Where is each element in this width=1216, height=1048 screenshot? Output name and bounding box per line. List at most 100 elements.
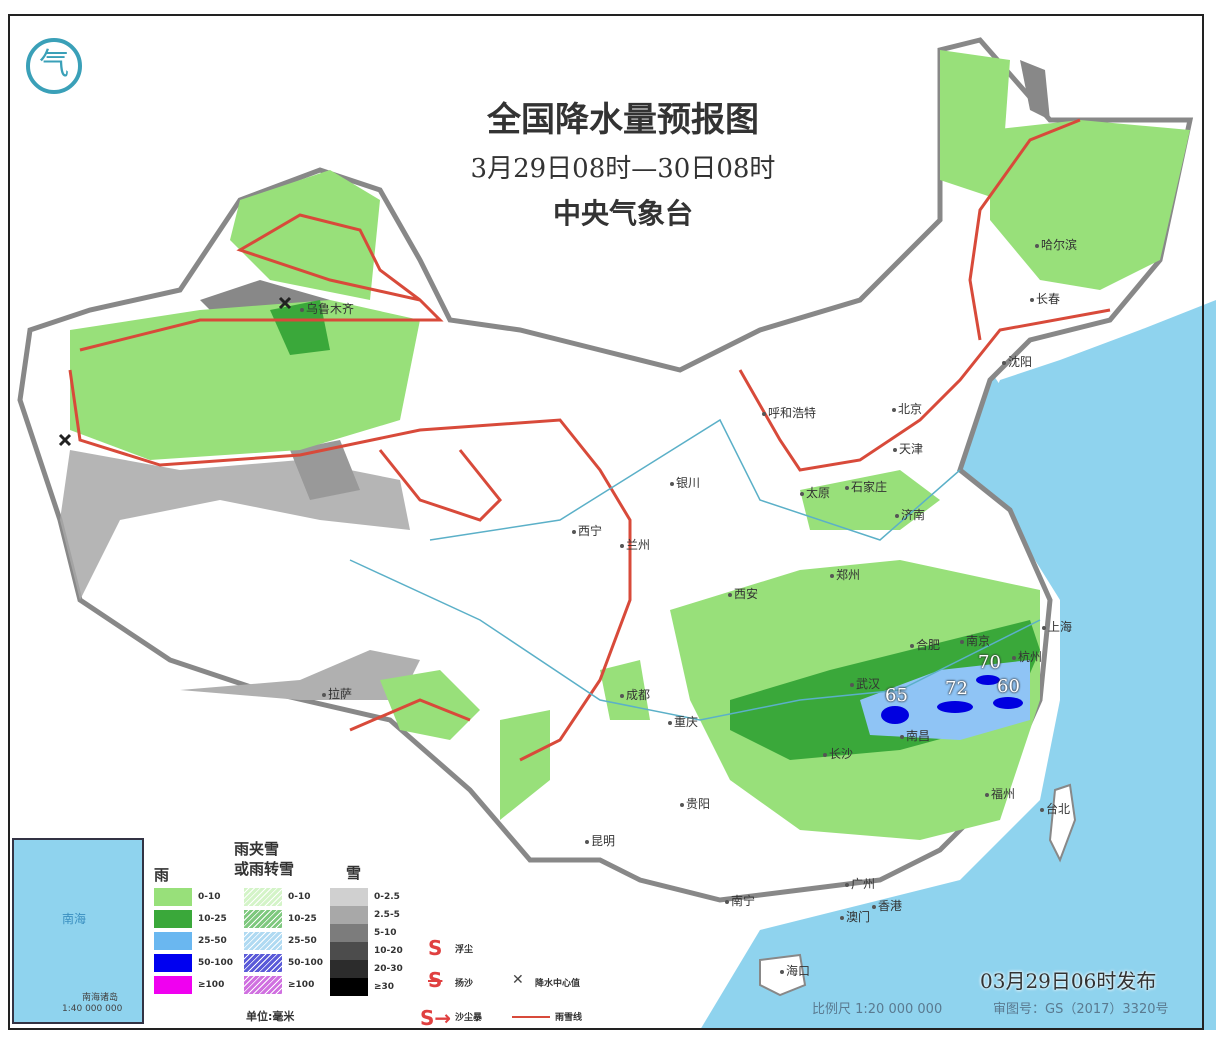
city-label: 银川 xyxy=(670,474,700,491)
snow-area xyxy=(1020,60,1050,120)
x-mark-icon xyxy=(278,296,292,310)
snow-legend-label: 5-10 xyxy=(374,928,397,938)
rivers xyxy=(349,418,1041,721)
rain-area xyxy=(230,170,380,300)
issue-time: 03月29日06时发布 xyxy=(980,969,1157,993)
legend-snow-title: 雪 xyxy=(346,864,362,882)
sleet-legend-swatch xyxy=(244,954,282,972)
city-label: 西宁 xyxy=(572,522,602,539)
city-label: 杭州 xyxy=(1012,648,1042,665)
snow-legend-label: 2.5-5 xyxy=(374,910,400,920)
sleet-legend-swatch xyxy=(244,976,282,994)
rain-area xyxy=(976,675,1000,685)
city-label: 郑州 xyxy=(830,566,860,583)
sleet-legend-label: 0-10 xyxy=(288,892,311,902)
snow-line xyxy=(378,449,503,522)
rain-50-100-areas xyxy=(881,675,1023,724)
precip-center-value: 60 xyxy=(997,676,1020,697)
snow-lines xyxy=(68,118,1111,762)
city-label: 长沙 xyxy=(823,745,853,762)
legend-sleet-title: 雨夹雪 xyxy=(234,840,280,858)
inset-sea-label: 南海 xyxy=(62,912,87,926)
legend-sandstorm: 沙尘暴 xyxy=(455,1013,483,1023)
city-label: 台北 xyxy=(1040,800,1070,817)
snow-legend-swatch xyxy=(330,942,368,960)
snow-line xyxy=(349,698,471,732)
precip-center-value: 65 xyxy=(885,685,908,706)
rain-legend-swatch xyxy=(154,932,192,950)
city-label: 成都 xyxy=(620,686,650,703)
precip-center-value: 70 xyxy=(978,652,1001,673)
city-label: 海口 xyxy=(780,962,810,979)
city-label: 呼和浩特 xyxy=(762,404,816,421)
blowing-sand-icon: S xyxy=(428,968,443,992)
city-label: 天津 xyxy=(893,440,923,457)
legend-blowing-sand: 扬沙 xyxy=(455,979,474,989)
sleet-legend-swatch xyxy=(244,888,282,906)
logo-glyph: 气 xyxy=(39,47,69,82)
precip-center-markers xyxy=(58,296,292,447)
map-border xyxy=(8,14,1204,1030)
legend: 雨 雨夹雪 或雨转雪 雪 0-10 10-25 25-50 50-100 ≥100 0-1… xyxy=(150,838,610,1030)
sleet-legend-swatch xyxy=(244,910,282,928)
sea xyxy=(700,300,1216,1030)
rain-legend-swatch xyxy=(154,888,192,906)
forecast-period: 3月29日08时—30日08时 xyxy=(470,154,776,184)
city-label: 南昌 xyxy=(900,727,930,744)
snow-legend-label: ≥30 xyxy=(374,982,395,992)
snow-legend-swatch xyxy=(330,906,368,924)
review-number: 审图号：GS（2017）3320号 xyxy=(993,1002,1169,1017)
snow-legend-label: 0-2.5 xyxy=(374,892,400,902)
rain-area xyxy=(993,697,1023,709)
city-label: 南宁 xyxy=(725,892,755,909)
rain-area xyxy=(881,706,909,724)
rain-legend-swatch xyxy=(154,976,192,994)
sandstorm-icon: S→ xyxy=(420,1006,452,1030)
sleet-legend-label: 25-50 xyxy=(288,936,317,946)
cma-logo: 气 xyxy=(26,38,82,94)
rain-legend-swatch xyxy=(154,954,192,972)
issuer: 中央气象台 xyxy=(552,197,693,230)
legend-snow-line: 雨雪线 xyxy=(555,1013,583,1023)
rain-legend-label: 0-10 xyxy=(198,892,221,902)
city-label: 长春 xyxy=(1030,290,1060,307)
south-china-sea-inset: 南海 南海诸岛 1:40 000 000 xyxy=(12,838,144,1024)
snow-legend-swatch xyxy=(330,960,368,978)
inset-scale: 1:40 000 000 xyxy=(62,1004,123,1014)
sleet-legend-label: 10-25 xyxy=(288,914,317,924)
precip-center-value: 72 xyxy=(945,678,968,699)
legend-precip-center: 降水中心值 xyxy=(535,979,581,989)
map-title: 全国降水量预报图 xyxy=(487,100,759,140)
city-label: 石家庄 xyxy=(845,478,887,495)
legend-rain-title: 雨 xyxy=(154,866,170,884)
city-label: 太原 xyxy=(800,484,830,501)
rain-area xyxy=(940,50,1010,200)
snow-legend-swatch xyxy=(330,924,368,942)
snow-line xyxy=(68,369,632,762)
legend-sleet-title-2: 或雨转雪 xyxy=(234,860,295,878)
city-label: 兰州 xyxy=(620,536,650,553)
sleet-legend-label: 50-100 xyxy=(288,958,324,968)
rain-area xyxy=(500,710,550,820)
rain-legend-swatch xyxy=(154,910,192,928)
sleet-legend-swatch xyxy=(244,932,282,950)
snow-line-icon xyxy=(512,1016,550,1018)
x-mark-icon xyxy=(58,433,72,447)
rain-legend-label: 25-50 xyxy=(198,936,227,946)
city-label: 贵阳 xyxy=(680,795,710,812)
snow-legend-label: 20-30 xyxy=(374,964,403,974)
sleet-legend-label: ≥100 xyxy=(288,980,315,990)
snow-legend-swatch xyxy=(330,978,368,996)
city-label: 昆明 xyxy=(585,832,615,849)
rain-legend-label: ≥100 xyxy=(198,980,225,990)
legend-floating-dust: 浮尘 xyxy=(455,945,474,955)
snow-legend-label: 10-20 xyxy=(374,946,403,956)
snow-area xyxy=(290,440,360,500)
inset-title: 南海诸岛 xyxy=(82,993,119,1003)
snow-line xyxy=(738,308,1111,472)
rain-legend-label: 10-25 xyxy=(198,914,227,924)
city-label: 重庆 xyxy=(668,713,698,730)
city-label: 北京 xyxy=(892,400,922,417)
